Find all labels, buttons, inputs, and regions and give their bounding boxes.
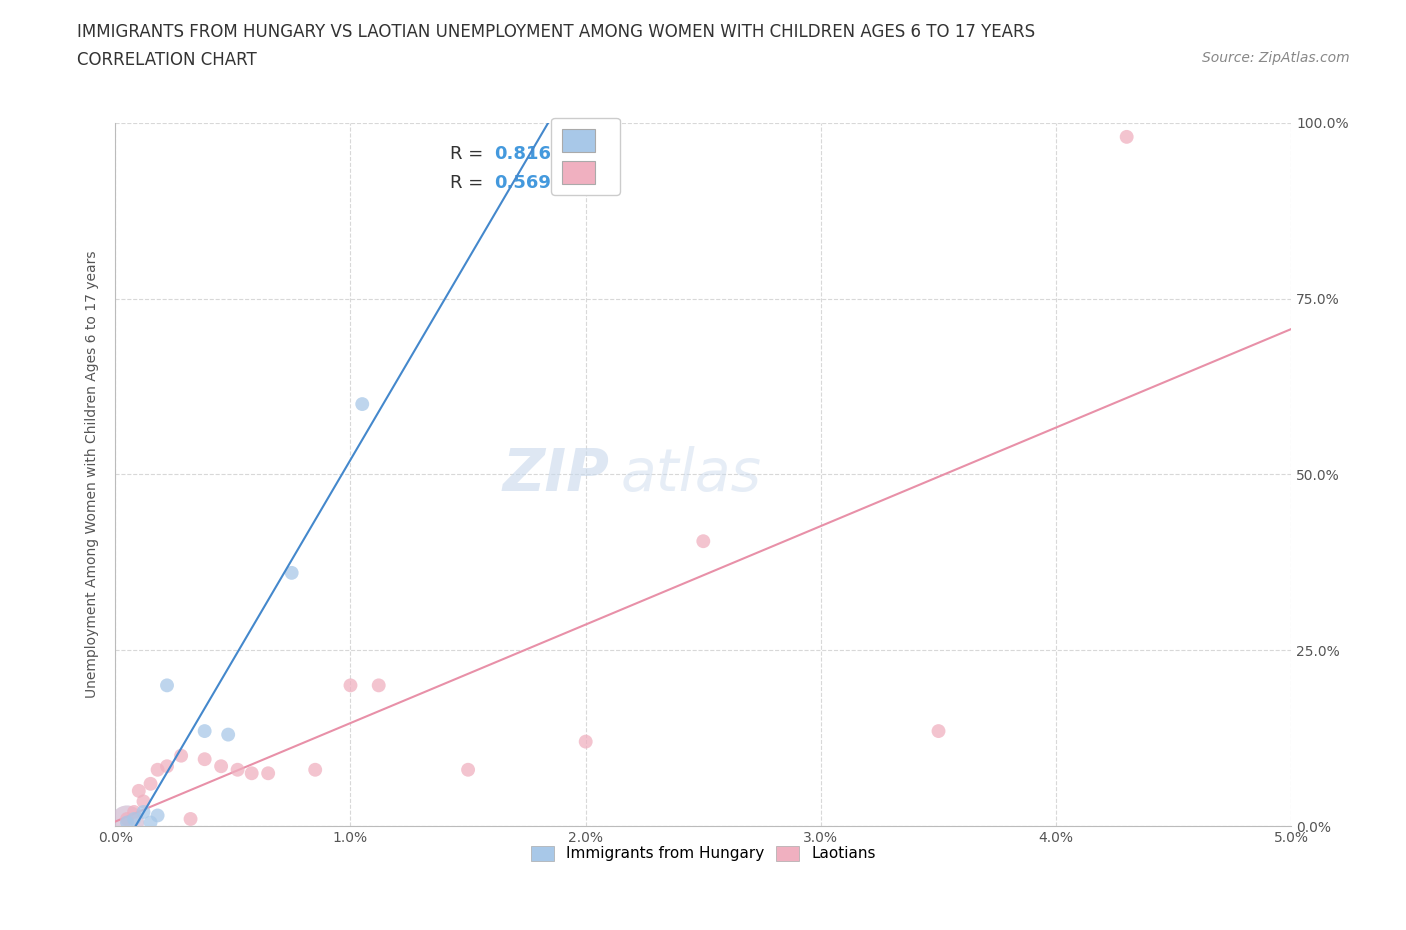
Point [280, 565, 302, 580]
Point [139, 777, 162, 791]
Point [217, 727, 239, 742]
Text: 10: 10 [595, 145, 620, 164]
Point [692, 534, 714, 549]
Point [194, 724, 217, 738]
Text: atlas: atlas [621, 445, 762, 503]
Point [156, 759, 179, 774]
Text: R =: R = [450, 145, 489, 164]
Point [194, 751, 217, 766]
Point [122, 812, 145, 827]
Point [367, 678, 389, 693]
Point [122, 804, 145, 819]
Point [240, 765, 263, 780]
Point [1115, 129, 1137, 144]
Text: N =: N = [557, 145, 596, 164]
Point [575, 734, 598, 749]
Point [156, 678, 179, 693]
Point [128, 783, 150, 798]
Text: CORRELATION CHART: CORRELATION CHART [77, 51, 257, 69]
Point [139, 815, 162, 830]
Point [457, 763, 479, 777]
Text: R =: R = [450, 174, 489, 192]
Text: 22: 22 [595, 174, 620, 192]
Point [226, 763, 249, 777]
Point [115, 815, 138, 830]
Point [180, 812, 202, 827]
Point [170, 749, 193, 764]
Y-axis label: Unemployment Among Women with Children Ages 6 to 17 years: Unemployment Among Women with Children A… [86, 251, 100, 698]
Text: N =: N = [557, 174, 596, 192]
Point [339, 678, 361, 693]
Legend: Immigrants from Hungary, Laotians: Immigrants from Hungary, Laotians [524, 840, 882, 868]
Text: 0.816: 0.816 [494, 145, 551, 164]
Point [304, 763, 326, 777]
Point [146, 808, 169, 823]
Text: 0.569: 0.569 [494, 174, 551, 192]
Text: IMMIGRANTS FROM HUNGARY VS LAOTIAN UNEMPLOYMENT AMONG WOMEN WITH CHILDREN AGES 6: IMMIGRANTS FROM HUNGARY VS LAOTIAN UNEMP… [77, 23, 1035, 41]
Point [115, 815, 138, 830]
Point [115, 815, 138, 830]
Point [132, 804, 155, 819]
Point [928, 724, 950, 738]
Point [352, 396, 374, 411]
Text: Source: ZipAtlas.com: Source: ZipAtlas.com [1202, 51, 1350, 65]
Point [146, 763, 169, 777]
Point [132, 794, 155, 809]
Point [115, 812, 138, 827]
Text: ZIP: ZIP [502, 445, 609, 503]
Point [257, 765, 280, 780]
Point [209, 759, 232, 774]
